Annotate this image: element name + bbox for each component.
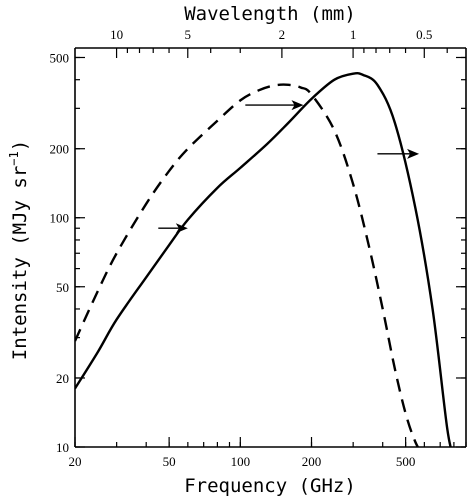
- solid-series-line: [75, 71, 452, 447]
- series: [75, 71, 452, 447]
- x-tick-label: 200: [302, 454, 322, 469]
- y-tick-label: 50: [56, 280, 69, 295]
- y-axis-title-main: Intensity (MJy sr: [9, 166, 31, 360]
- top-axis-title: Wavelength (mm): [184, 3, 356, 25]
- y-tick-label: 200: [50, 142, 70, 157]
- top-tick-label: 5: [185, 27, 192, 42]
- top-tick-label: 1: [350, 27, 357, 42]
- top-tick-label: 2: [279, 27, 286, 42]
- y-tick-label: 10: [56, 440, 69, 455]
- x-tick-label: 20: [69, 454, 82, 469]
- x-tick-label: 100: [231, 454, 251, 469]
- x-tick-label: 50: [163, 454, 176, 469]
- y-axis-title-superscript: −1: [7, 151, 21, 165]
- y-tick-label: 500: [50, 50, 70, 65]
- top-tick-label: 10: [110, 27, 123, 42]
- annotation-arrow-head: [407, 148, 420, 159]
- x-tick-label: 500: [396, 454, 416, 469]
- x-axis-title: Frequency (GHz): [184, 475, 356, 497]
- annotation-arrow-head: [291, 100, 304, 111]
- top-tick-label: 0.5: [416, 27, 432, 42]
- frame: [74, 47, 467, 448]
- y-axis-title-suffix: ): [9, 140, 31, 151]
- dashed-series-line: [75, 83, 420, 447]
- y-tick-label: 100: [50, 211, 70, 226]
- y-axis-title: Intensity (MJy sr−1): [7, 140, 31, 360]
- annotations: [158, 100, 420, 234]
- annotation-arrow-head: [175, 223, 188, 234]
- y-tick-label: 20: [56, 371, 69, 386]
